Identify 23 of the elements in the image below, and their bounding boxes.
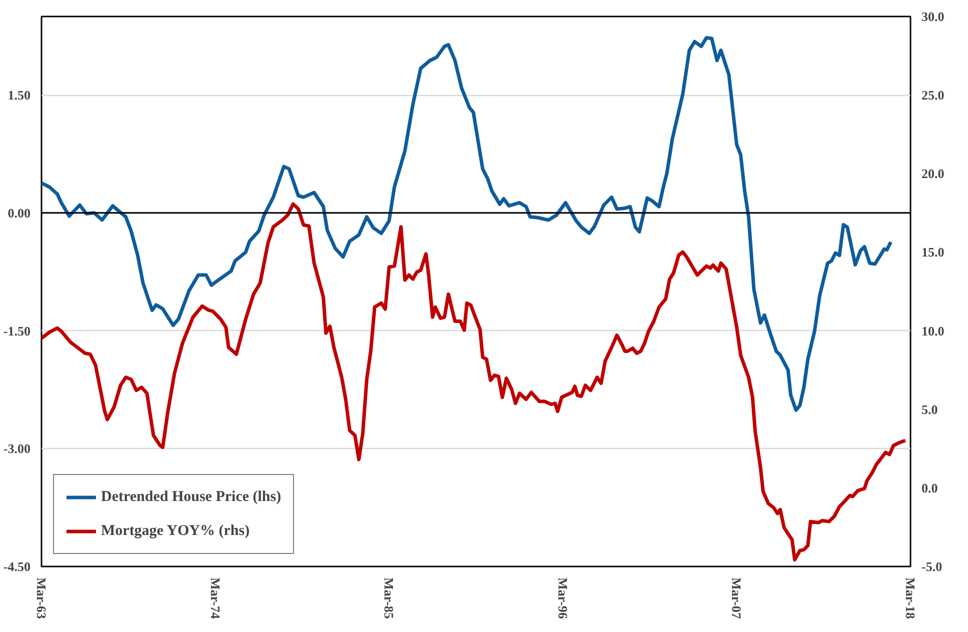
y-tick-label: -3.00 bbox=[3, 441, 31, 456]
x-tick-label: Mar-07 bbox=[729, 578, 744, 620]
x-tick-label: Mar-18 bbox=[903, 578, 918, 620]
y2-tick-label: 30.0 bbox=[922, 9, 944, 24]
y-tick-label: 0.00 bbox=[8, 205, 30, 220]
y2-tick-label: -5.0 bbox=[922, 559, 942, 574]
line-series bbox=[42, 202, 908, 562]
x-tick-label: Mar-96 bbox=[555, 578, 570, 620]
legend-label: Mortgage YOY% (rhs) bbox=[101, 522, 250, 540]
x-tick-label: Mar-63 bbox=[34, 578, 49, 620]
y2-tick-label: 5.0 bbox=[922, 402, 938, 417]
y-tick-label: -4.50 bbox=[3, 559, 31, 574]
y-tick-label: -1.50 bbox=[3, 323, 31, 338]
y2-tick-label: 0.0 bbox=[922, 480, 938, 496]
y-tick-label: 1.50 bbox=[8, 88, 30, 103]
x-tick-label: Mar-74 bbox=[208, 578, 223, 620]
line-series bbox=[42, 36, 893, 412]
y2-tick-label: 20.0 bbox=[922, 166, 944, 182]
y2-tick-label: 25.0 bbox=[922, 88, 944, 103]
y2-tick-label: 15.0 bbox=[922, 244, 944, 260]
y2-tick-label: 10.0 bbox=[922, 323, 944, 338]
legend-label: Detrended House Price (lhs) bbox=[101, 488, 282, 506]
x-tick-label: Mar-85 bbox=[382, 578, 397, 620]
